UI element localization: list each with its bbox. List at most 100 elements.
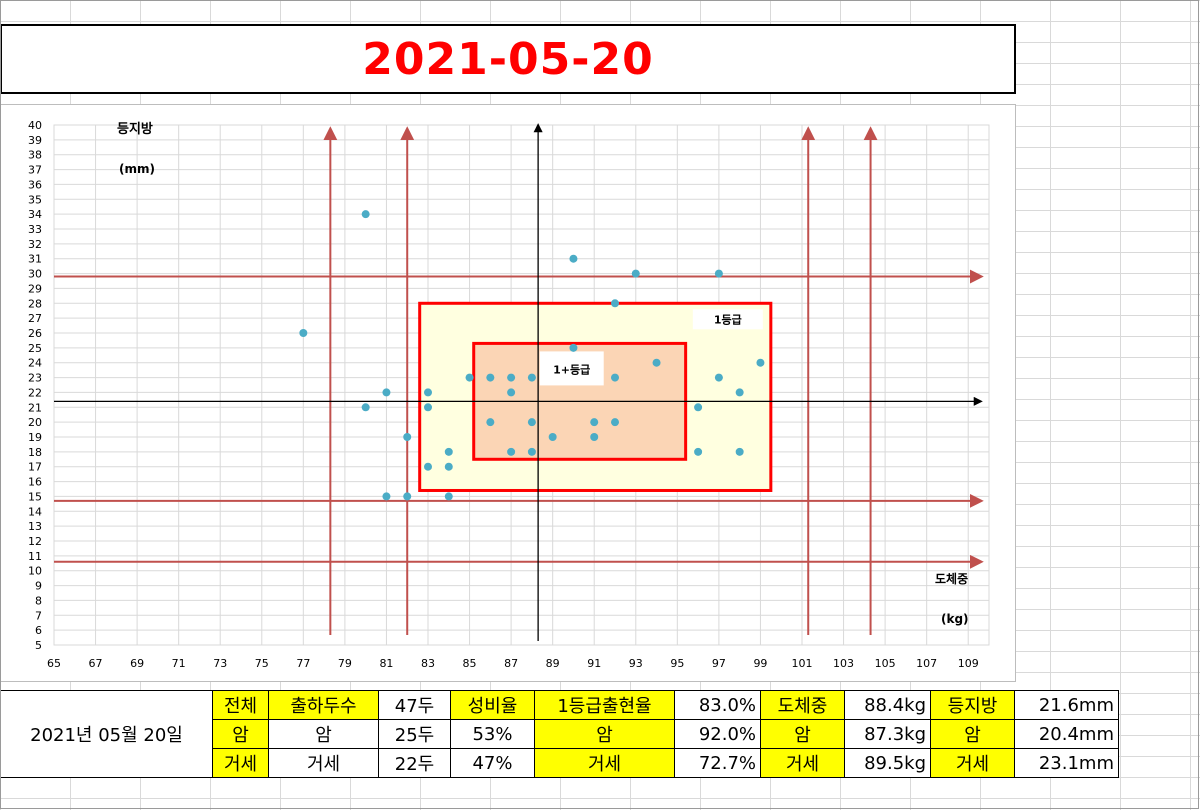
table-cell: 거세 bbox=[930, 748, 1015, 778]
table-cell: 72.7% bbox=[674, 748, 761, 778]
x-tick-label: 99 bbox=[753, 657, 767, 670]
y-tick-label: 19 bbox=[28, 431, 42, 444]
summary-date: 2021년 05월 20일 bbox=[0, 690, 213, 778]
table-cell: 21.6mm bbox=[1014, 690, 1119, 720]
y-tick-label: 33 bbox=[28, 223, 42, 236]
data-point bbox=[694, 447, 703, 456]
y-tick-label: 34 bbox=[28, 208, 42, 221]
data-point bbox=[507, 373, 516, 382]
y-tick-label: 29 bbox=[28, 282, 42, 295]
data-point bbox=[590, 418, 599, 427]
data-point bbox=[444, 447, 453, 456]
table-row: 암 암 25두 53% 암 92.0% 암 87.3kg 암 20.4mm bbox=[1, 719, 1119, 749]
data-point bbox=[403, 433, 412, 441]
y-tick-label: 16 bbox=[28, 476, 42, 489]
table-cell: 성비율 bbox=[450, 690, 535, 720]
data-point bbox=[611, 373, 619, 382]
table-cell: 암 bbox=[212, 719, 269, 749]
x-tick-label: 79 bbox=[338, 657, 352, 670]
center-axes bbox=[54, 123, 983, 641]
table-cell: 암 bbox=[534, 719, 675, 749]
y-tick-label: 13 bbox=[28, 520, 42, 533]
axis-labels: 등지방 (mm) 도체중 (kg) bbox=[117, 121, 969, 626]
data-point bbox=[714, 269, 723, 278]
y-tick-label: 27 bbox=[28, 312, 42, 325]
y-tick-label: 24 bbox=[28, 357, 42, 370]
table-cell: 53% bbox=[450, 719, 535, 749]
data-point bbox=[735, 388, 744, 397]
tick-labels: 5678910111213141516171819202122232425262… bbox=[28, 119, 979, 670]
table-cell: 거세 bbox=[268, 748, 379, 778]
data-point bbox=[299, 329, 308, 337]
grade-label-bg bbox=[692, 309, 763, 330]
x-tick-label: 103 bbox=[833, 657, 854, 670]
table-cell: 22두 bbox=[378, 748, 451, 778]
table-cell: 47% bbox=[450, 748, 535, 778]
data-point bbox=[569, 254, 578, 263]
y-tick-label: 26 bbox=[28, 327, 42, 340]
table-cell: 88.4kg bbox=[844, 690, 931, 720]
y-tick-label: 25 bbox=[28, 342, 42, 355]
y-tick-label: 8 bbox=[35, 594, 42, 607]
y-tick-label: 14 bbox=[28, 505, 42, 518]
y-axis-label: 등지방 bbox=[117, 121, 153, 137]
data-point bbox=[424, 388, 432, 397]
title-box: 2021-05-20 bbox=[0, 24, 1016, 94]
x-tick-label: 73 bbox=[213, 657, 227, 670]
x-tick-label: 71 bbox=[172, 657, 186, 670]
table-cell: 20.4mm bbox=[1014, 719, 1119, 749]
x-tick-label: 65 bbox=[47, 657, 61, 670]
data-point bbox=[527, 447, 536, 456]
y-tick-label: 15 bbox=[28, 490, 42, 503]
x-axis-unit: (kg) bbox=[941, 612, 969, 626]
data-point bbox=[382, 388, 391, 397]
data-point bbox=[361, 403, 370, 412]
grade-label-1: 1등급 bbox=[714, 313, 742, 326]
x-tick-label: 77 bbox=[296, 657, 310, 670]
data-point bbox=[611, 299, 619, 308]
y-tick-label: 28 bbox=[28, 297, 42, 310]
table-cell: 도체중 bbox=[760, 690, 845, 720]
y-tick-label: 6 bbox=[35, 624, 42, 637]
data-point bbox=[611, 418, 619, 427]
x-tick-label: 67 bbox=[89, 657, 103, 670]
table-cell: 25두 bbox=[378, 719, 451, 749]
table-cell: 83.0% bbox=[674, 690, 761, 720]
y-tick-label: 20 bbox=[28, 416, 42, 429]
data-point bbox=[590, 433, 599, 441]
y-tick-label: 31 bbox=[28, 253, 42, 266]
x-tick-label: 75 bbox=[255, 657, 269, 670]
data-point bbox=[444, 462, 453, 471]
x-tick-label: 107 bbox=[916, 657, 937, 670]
data-point bbox=[756, 358, 765, 367]
data-point bbox=[548, 433, 557, 441]
y-tick-label: 10 bbox=[28, 565, 42, 578]
data-point bbox=[569, 343, 578, 352]
y-tick-label: 36 bbox=[28, 178, 42, 191]
data-point bbox=[652, 358, 661, 367]
chart-area: 1등급 1+등급 5 6 7 8 9 10 11 12 13 14 15 16 17 18 19 20 21 22 2… bbox=[0, 104, 1016, 682]
data-point bbox=[465, 373, 474, 382]
y-tick-label: 18 bbox=[28, 446, 42, 459]
data-point bbox=[527, 373, 536, 382]
x-tick-label: 81 bbox=[379, 657, 393, 670]
x-tick-label: 83 bbox=[421, 657, 435, 670]
table-cell: 거세 bbox=[760, 748, 845, 778]
table-cell: 87.3kg bbox=[844, 719, 931, 749]
data-point bbox=[735, 447, 744, 456]
reference-arrows bbox=[54, 126, 984, 635]
table-cell: 암 bbox=[760, 719, 845, 749]
data-point bbox=[486, 418, 495, 427]
table-cell: 암 bbox=[930, 719, 1015, 749]
y-axis-unit: (mm) bbox=[119, 162, 155, 176]
table-cell: 전체 bbox=[212, 690, 269, 720]
table-row: 거세 거세 22두 47% 거세 72.7% 거세 89.5kg 거세 23.1… bbox=[1, 748, 1119, 778]
data-point bbox=[444, 492, 453, 501]
x-tick-label: 95 bbox=[670, 657, 684, 670]
data-point bbox=[694, 403, 703, 412]
data-point bbox=[527, 418, 536, 427]
x-axis-label: 도체중 bbox=[935, 571, 968, 586]
x-tick-label: 109 bbox=[958, 657, 979, 670]
x-tick-label: 87 bbox=[504, 657, 518, 670]
